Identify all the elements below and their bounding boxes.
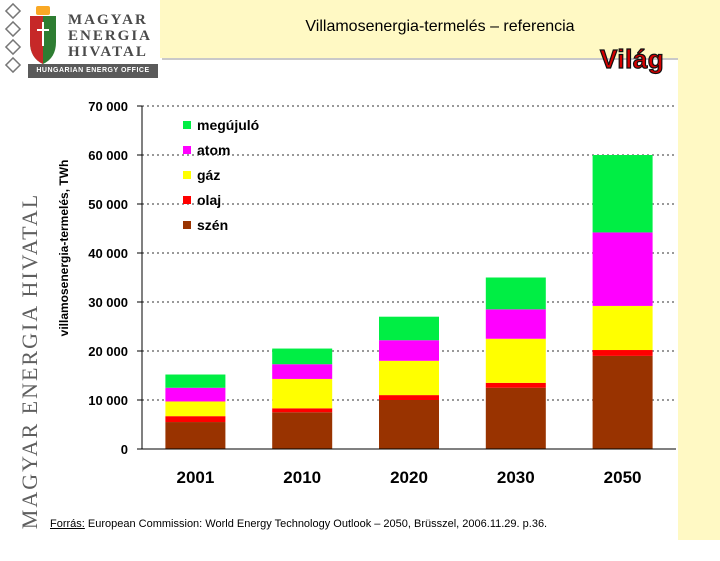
y-tick-label: 20 000	[88, 344, 128, 359]
bar-segment	[592, 355, 653, 449]
bar-segment	[379, 316, 439, 341]
bar-segment	[592, 232, 653, 306]
y-tick-label: 10 000	[88, 393, 128, 408]
region-badge: Világ	[599, 43, 665, 74]
source-text: European Commission: World Energy Techno…	[84, 518, 548, 530]
x-tick-label: 2020	[390, 468, 428, 487]
logo-name: MAGYAR ENERGIA HIVATAL	[68, 12, 152, 60]
x-tick-label: 2001	[176, 468, 214, 487]
legend-swatch	[183, 171, 191, 179]
y-tick-label: 50 000	[88, 197, 128, 212]
legend-swatch	[183, 146, 191, 154]
source-label: Forrás:	[50, 518, 85, 530]
logo-line: HIVATAL	[68, 44, 148, 60]
source-note: Forrás: European Commission: World Energ…	[50, 518, 547, 530]
bar-segment	[485, 382, 546, 388]
bar-segment	[592, 305, 653, 351]
legend-swatch	[183, 196, 191, 204]
bar-segment	[165, 416, 226, 423]
bar-segment	[592, 350, 653, 356]
legend-label: gáz	[197, 167, 220, 183]
y-tick-label: 70 000	[88, 99, 128, 114]
bar-segment	[485, 309, 546, 339]
header-divider	[162, 58, 678, 60]
bar-segment	[272, 412, 333, 449]
y-tick-label: 0	[121, 442, 128, 457]
y-tick-label: 40 000	[88, 246, 128, 261]
logo-emblem-icon	[4, 2, 56, 74]
logo-line: MAGYAR	[68, 12, 148, 28]
legend-swatch	[183, 221, 191, 229]
x-tick-label: 2010	[283, 468, 321, 487]
y-tick-label: 30 000	[88, 295, 128, 310]
y-axis-label: villamosenergia-termelés, TWh	[57, 160, 71, 337]
bar-segment	[272, 378, 333, 409]
bar-segment	[592, 155, 653, 233]
bar-segment	[165, 401, 226, 417]
bar-segment	[485, 277, 546, 310]
legend-label: megújuló	[197, 117, 259, 133]
bar-segment	[379, 400, 439, 449]
bar-segment	[272, 408, 333, 413]
bar-segment	[165, 387, 226, 402]
y-tick-label: 60 000	[88, 148, 128, 163]
right-band	[678, 58, 720, 540]
slide-title: Villamosenergia-termelés – referencia	[305, 18, 575, 35]
legend-label: olaj	[197, 192, 221, 208]
legend-swatch	[183, 121, 191, 129]
bar-segment	[379, 395, 439, 400]
bar-segment	[379, 360, 439, 396]
x-tick-label: 2030	[497, 468, 535, 487]
stacked-bar-chart: 0 10 000 20 000 30 000 40 000 50 000 60 000 70 …	[57, 99, 676, 487]
bar-segment	[379, 340, 439, 361]
bar-segment	[272, 364, 333, 379]
logo-subtitle: HUNGARIAN ENERGY OFFICE	[28, 64, 158, 78]
logo-line: ENERGIA	[68, 28, 153, 44]
bar-segment	[485, 387, 546, 449]
bar-segment	[272, 348, 333, 365]
bar-segment	[165, 374, 226, 388]
bar-segment	[485, 338, 546, 383]
legend-label: szén	[197, 217, 228, 233]
legend-label: atom	[197, 142, 230, 158]
left-band: MAGYAR ENERGIA HIVATAL	[0, 58, 47, 540]
x-tick-label: 2050	[604, 468, 642, 487]
logo: MAGYAR ENERGIA HIVATAL HUNGARIAN ENERGY …	[0, 0, 160, 80]
bar-segment	[165, 422, 226, 449]
